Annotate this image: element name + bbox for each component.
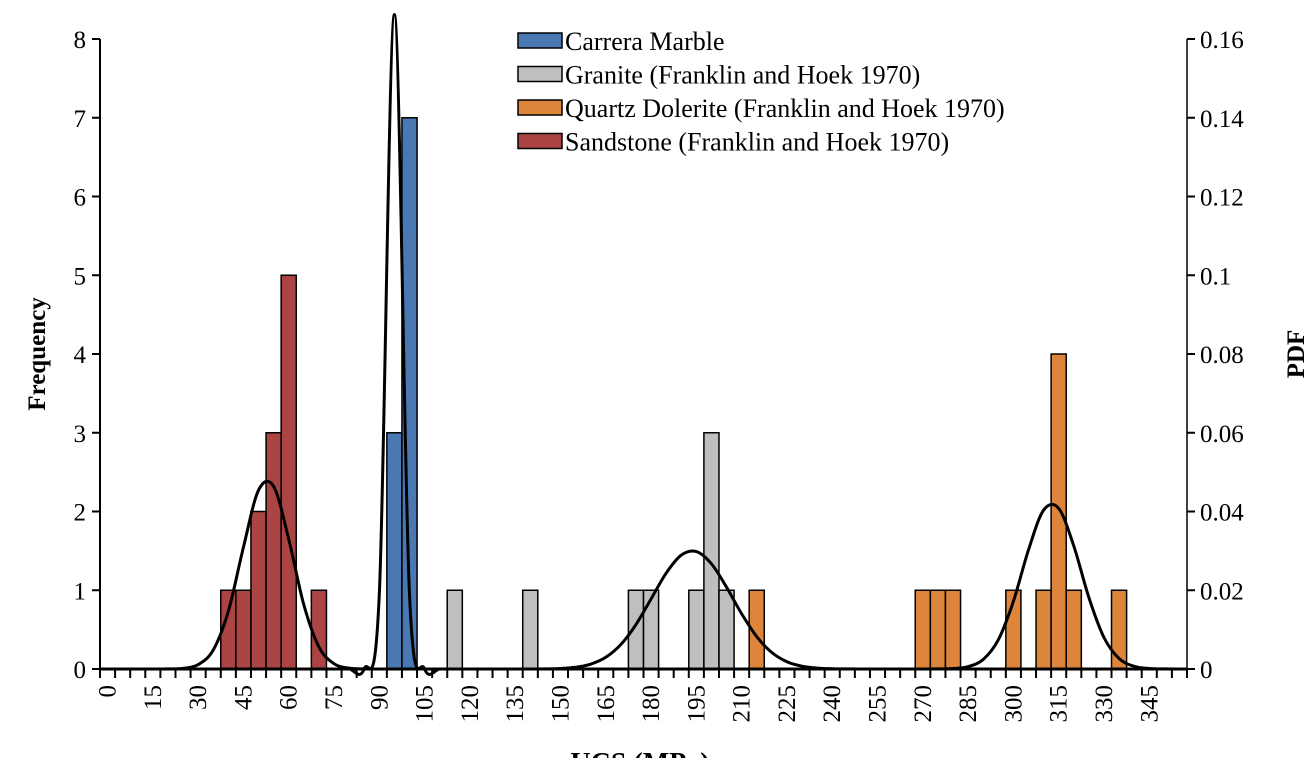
legend: Carrera Marble Granite (Franklin and Hoek… bbox=[517, 27, 1005, 157]
x-tick-label: 15 bbox=[140, 685, 167, 710]
y2-tick-label: 0.02 bbox=[1200, 578, 1244, 605]
bar-granite-140 bbox=[521, 589, 539, 670]
x-tick-label: 300 bbox=[1000, 685, 1027, 723]
axes-layer: 01234567800.020.040.060.080.10.120.140.1… bbox=[74, 27, 1245, 723]
x-tick-label: 90 bbox=[366, 685, 393, 710]
bar-sandstone-45 bbox=[235, 589, 252, 670]
x-tick-label: 135 bbox=[502, 685, 529, 723]
x-tick-label: 255 bbox=[865, 685, 892, 723]
y2-tick-label: 0.16 bbox=[1200, 27, 1244, 54]
x-tick-label: 210 bbox=[729, 685, 756, 723]
x-tick-label: 285 bbox=[955, 685, 982, 723]
legend-swatch bbox=[517, 99, 563, 116]
bar-quartz-270 bbox=[914, 589, 932, 670]
bar-granite-205 bbox=[718, 589, 735, 670]
bar-sandstone-55 bbox=[265, 432, 282, 670]
y2-tick-label: 0.08 bbox=[1200, 342, 1244, 369]
y-tick-label: 0 bbox=[74, 657, 87, 684]
legend-swatch bbox=[517, 32, 563, 49]
bar-quartz-280 bbox=[944, 589, 962, 670]
x-tick-label: 345 bbox=[1136, 685, 1163, 723]
x-tick-label: 60 bbox=[276, 685, 303, 710]
bar-sandstone-50 bbox=[250, 510, 267, 670]
bar-granite-195 bbox=[688, 589, 705, 670]
x-tick-label: 315 bbox=[1046, 685, 1073, 723]
y-tick-label: 5 bbox=[74, 263, 87, 290]
bar-quartz-310 bbox=[1035, 589, 1052, 670]
y-tick-label: 6 bbox=[74, 185, 87, 212]
y-tick-label: 2 bbox=[74, 500, 87, 527]
x-tick-label: 270 bbox=[910, 685, 937, 723]
legend-label: Sandstone (Franklin and Hoek 1970) bbox=[565, 128, 949, 157]
y2-tick-label: 0 bbox=[1200, 657, 1213, 684]
bar-quartz-275 bbox=[929, 589, 947, 670]
x-axis-title: UCS (MPa) bbox=[570, 748, 709, 758]
x-tick-label: 225 bbox=[774, 685, 801, 723]
y-tick-label: 4 bbox=[74, 342, 87, 369]
y2-axis-title: PDF bbox=[1283, 330, 1310, 379]
y2-tick-label: 0.12 bbox=[1200, 185, 1244, 212]
x-tick-label: 105 bbox=[412, 685, 439, 723]
bar-granite-200 bbox=[703, 432, 720, 670]
bar-quartz-315 bbox=[1050, 353, 1067, 670]
y2-tick-label: 0.04 bbox=[1200, 500, 1244, 527]
y-axis-title: Frequency bbox=[24, 297, 51, 411]
x-tick-label: 195 bbox=[683, 685, 710, 723]
bar-granite-115 bbox=[446, 589, 464, 670]
x-tick-label: 75 bbox=[321, 685, 348, 710]
x-tick-label: 0 bbox=[95, 685, 122, 698]
legend-label: Granite (Franklin and Hoek 1970) bbox=[565, 61, 920, 90]
x-tick-label: 180 bbox=[638, 685, 665, 723]
bar-sandstone-60 bbox=[280, 274, 298, 670]
y-tick-label: 3 bbox=[74, 421, 87, 448]
x-tick-label: 120 bbox=[457, 685, 484, 723]
bar-granite-175 bbox=[627, 589, 645, 670]
legend-label: Carrera Marble bbox=[565, 27, 725, 56]
x-tick-label: 330 bbox=[1091, 685, 1118, 723]
legend-swatch bbox=[517, 65, 563, 83]
y2-tick-label: 0.1 bbox=[1200, 263, 1231, 290]
y2-tick-label: 0.06 bbox=[1200, 421, 1244, 448]
legend-label: Quartz Dolerite (Franklin and Hoek 1970) bbox=[565, 94, 1005, 123]
y-tick-label: 7 bbox=[74, 106, 87, 133]
x-tick-label: 240 bbox=[819, 685, 846, 723]
legend-swatch bbox=[517, 132, 563, 150]
bar-quartz-320 bbox=[1065, 589, 1083, 670]
y-tick-label: 1 bbox=[74, 578, 87, 605]
bar-granite-180 bbox=[642, 589, 660, 670]
x-tick-label: 150 bbox=[547, 685, 574, 723]
y-tick-label: 8 bbox=[74, 27, 87, 54]
x-tick-label: 30 bbox=[185, 685, 212, 710]
y2-tick-label: 0.14 bbox=[1200, 106, 1244, 133]
x-tick-label: 45 bbox=[230, 685, 257, 710]
x-tick-label: 165 bbox=[593, 685, 620, 723]
bars-layer bbox=[220, 117, 1128, 670]
bar-carrera-95 bbox=[386, 432, 403, 670]
